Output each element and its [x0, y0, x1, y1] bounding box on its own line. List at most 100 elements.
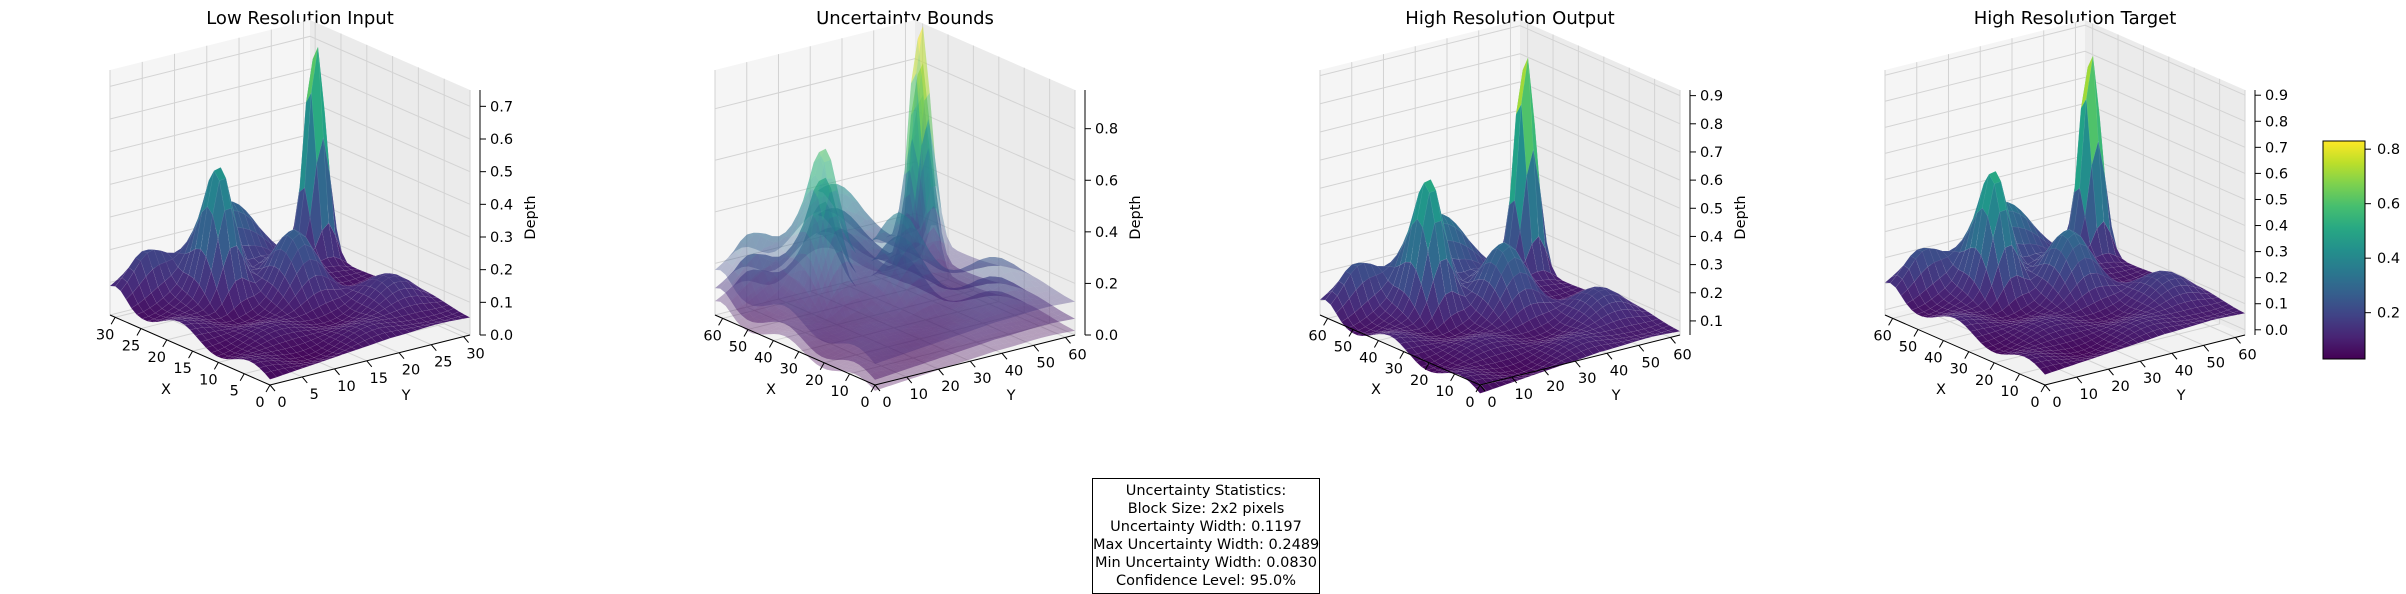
z-axis-label: Depth [1733, 195, 1749, 239]
y-tick-label: 60 [1673, 347, 1691, 363]
x-tick-label: 20 [1410, 373, 1428, 389]
z-tick-label: 0.6 [1700, 173, 1723, 189]
x-tick-mark [846, 374, 850, 381]
x-tick-label: 30 [780, 362, 798, 378]
x-axis-label: X [1371, 382, 1381, 398]
y-tick-label: 5 [310, 387, 319, 403]
y-tick-mark [1002, 353, 1007, 359]
z-tick-label: 0.8 [1700, 117, 1723, 133]
y-tick-mark [938, 369, 943, 375]
y-tick-label: 10 [1515, 387, 1533, 403]
x-axis-label: X [766, 382, 776, 398]
y-tick-mark [1575, 361, 1580, 367]
x-tick-mark [240, 374, 244, 381]
x-axis-label: X [161, 382, 171, 398]
y-tick-mark [970, 361, 975, 367]
x-tick-label: 10 [830, 384, 848, 400]
x-tick-label: 10 [1435, 384, 1453, 400]
y-axis-label: Y [1611, 388, 1621, 404]
z-tick-label: 0.8 [1095, 122, 1118, 138]
y-tick-label: 0 [277, 395, 286, 411]
x-tick-label: 0 [1465, 395, 1474, 411]
y-tick-mark [1034, 345, 1039, 351]
x-tick-label: 40 [754, 351, 772, 367]
z-tick-label: 0.1 [1700, 314, 1723, 330]
x-tick-mark [214, 362, 218, 369]
y-tick-label: 50 [1642, 355, 1660, 371]
x-tick-mark [111, 317, 115, 324]
y-tick-label: 20 [402, 363, 420, 379]
z-tick-label: 0.5 [1700, 201, 1723, 217]
z-tick-label: 0.2 [490, 263, 513, 279]
y-tick-mark [431, 345, 436, 351]
y-tick-label: 30 [1578, 371, 1596, 387]
y-axis-label: Y [401, 388, 411, 404]
y-tick-label: 30 [973, 371, 991, 387]
z-tick-label: 0.2 [1095, 276, 1118, 292]
y-tick-mark [270, 385, 275, 391]
y-tick-label: 50 [1037, 355, 1055, 371]
y-axis-label: Y [1006, 388, 1016, 404]
x-tick-mark [719, 318, 723, 325]
x-tick-label: 25 [122, 339, 140, 355]
x-tick-label: 50 [1334, 339, 1352, 355]
z-tick-label: 0.1 [490, 295, 513, 311]
y-tick-mark [1607, 353, 1612, 359]
y-tick-label: 30 [466, 347, 484, 363]
z-tick-label: 0.6 [1095, 173, 1118, 189]
z-tick-label: 0.3 [1700, 258, 1723, 274]
x-tick-mark [163, 340, 167, 347]
x-tick-label: 0 [255, 395, 264, 411]
panel-low-resolution-input: Low Resolution Input051015202530X0510152… [96, 8, 539, 411]
x-tick-mark [1451, 374, 1455, 381]
z-tick-label: 0.5 [490, 165, 513, 181]
y-tick-label: 15 [370, 371, 388, 387]
z-tick-label: 0.9 [1700, 89, 1723, 105]
x-tick-mark [189, 351, 193, 358]
z-tick-label: 0.4 [490, 197, 513, 213]
x-tick-label: 50 [729, 339, 747, 355]
z-tick-label: 0.7 [1700, 145, 1723, 161]
z-tick-label: 0.4 [1700, 229, 1723, 245]
z-tick-label: 0.2 [1700, 286, 1723, 302]
z-tick-label: 0.7 [490, 99, 513, 115]
y-tick-mark [335, 369, 340, 375]
y-tick-label: 0 [1487, 395, 1496, 411]
x-tick-label: 0 [860, 395, 869, 411]
y-tick-mark [302, 377, 307, 383]
x-tick-mark [266, 385, 270, 392]
z-axis-label: Depth [523, 195, 539, 239]
x-tick-label: 60 [703, 328, 721, 344]
x-tick-label: 10 [199, 372, 217, 388]
y-tick-mark [1065, 337, 1070, 343]
y-tick-label: 25 [434, 355, 452, 371]
x-tick-mark [1374, 341, 1378, 348]
y-tick-mark [1639, 345, 1644, 351]
z-tick-label: 0.0 [490, 328, 513, 344]
y-tick-mark [367, 361, 372, 367]
y-tick-label: 10 [910, 387, 928, 403]
y-tick-label: 20 [941, 379, 959, 395]
x-tick-mark [137, 329, 141, 336]
x-tick-label: 20 [805, 373, 823, 389]
y-tick-label: 40 [1610, 363, 1628, 379]
x-tick-label: 15 [173, 361, 191, 377]
x-tick-label: 30 [96, 327, 114, 343]
y-tick-label: 40 [1005, 363, 1023, 379]
x-tick-mark [769, 341, 773, 348]
x-tick-mark [1324, 318, 1328, 325]
y-tick-mark [399, 353, 404, 359]
y-tick-label: 60 [1068, 347, 1086, 363]
x-tick-label: 5 [230, 384, 239, 400]
x-tick-label: 40 [1359, 351, 1377, 367]
y-tick-label: 20 [1546, 379, 1564, 395]
x-tick-label: 30 [1385, 362, 1403, 378]
y-tick-label: 0 [882, 395, 891, 411]
z-tick-label: 0.6 [490, 132, 513, 148]
x-tick-label: 60 [1308, 328, 1326, 344]
x-tick-mark [744, 329, 748, 336]
z-tick-label: 0.4 [1095, 225, 1118, 241]
